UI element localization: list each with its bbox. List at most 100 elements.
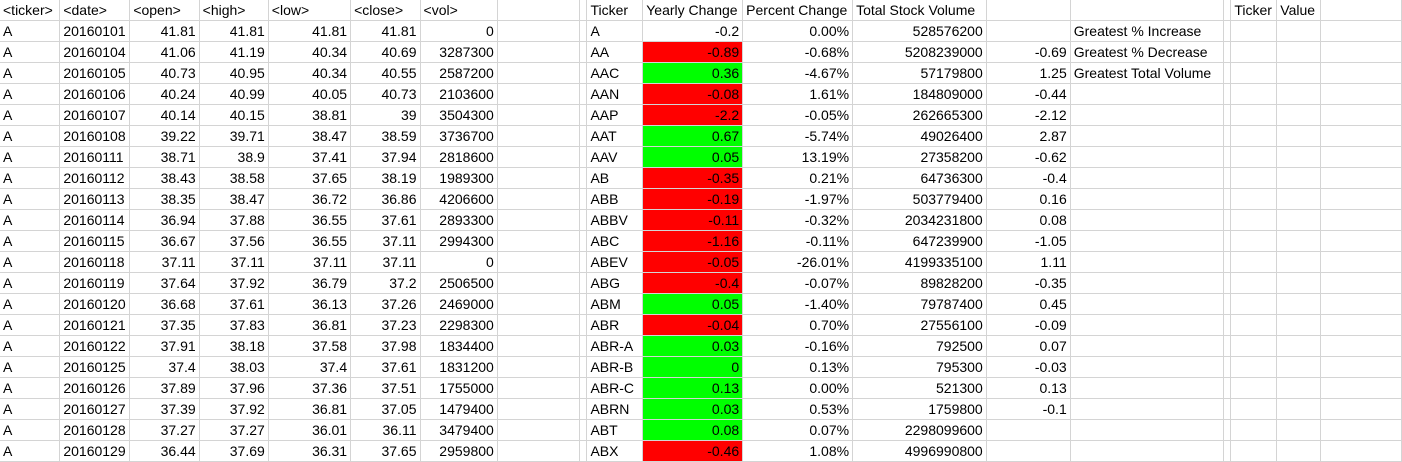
empty-cell[interactable]: [1223, 377, 1232, 399]
stock-cell[interactable]: 0: [420, 20, 498, 42]
total-volume-cell[interactable]: 5208239000: [852, 41, 987, 63]
empty-cell[interactable]: [1070, 293, 1225, 315]
empty-cell[interactable]: [1223, 335, 1232, 357]
empty-cell[interactable]: [1070, 125, 1225, 147]
stock-cell[interactable]: 20160105: [59, 62, 131, 84]
empty-cell[interactable]: [1320, 251, 1402, 273]
stock-cell[interactable]: 0: [420, 251, 498, 273]
stock-cell[interactable]: 2103600: [420, 83, 498, 105]
total-volume-cell[interactable]: 262665300: [852, 104, 987, 126]
empty-cell[interactable]: [1230, 209, 1278, 231]
header-cell[interactable]: <close>: [350, 0, 421, 21]
stock-cell[interactable]: A: [0, 104, 61, 126]
empty-cell[interactable]: [1070, 440, 1225, 462]
stock-cell[interactable]: 37.94: [350, 146, 421, 168]
empty-cell[interactable]: [1230, 230, 1278, 252]
stock-cell[interactable]: 40.55: [350, 62, 421, 84]
empty-cell[interactable]: [1230, 83, 1278, 105]
empty-cell[interactable]: [1276, 209, 1322, 231]
stock-cell[interactable]: 36.86: [350, 188, 421, 210]
percent-change-cell[interactable]: -0.32%: [742, 209, 854, 231]
empty-cell[interactable]: [497, 356, 581, 378]
stock-cell[interactable]: 36.01: [268, 419, 352, 441]
stock-cell[interactable]: 37.69: [199, 440, 269, 462]
empty-cell[interactable]: [1230, 314, 1278, 336]
empty-cell[interactable]: [1070, 377, 1225, 399]
yearly-change-cell[interactable]: 0: [642, 356, 744, 378]
summary-ticker-cell[interactable]: ABG: [586, 272, 644, 294]
stock-cell[interactable]: 4206600: [420, 188, 498, 210]
empty-cell[interactable]: [1276, 377, 1322, 399]
empty-cell[interactable]: [1320, 209, 1402, 231]
empty-cell[interactable]: [1070, 398, 1225, 420]
empty-cell[interactable]: [1276, 104, 1322, 126]
empty-cell[interactable]: [1320, 230, 1402, 252]
empty-cell[interactable]: [1320, 335, 1402, 357]
empty-cell[interactable]: [1070, 230, 1225, 252]
stock-cell[interactable]: 37.61: [350, 209, 421, 231]
header-cell[interactable]: Ticker: [586, 0, 644, 21]
empty-cell[interactable]: [1320, 41, 1402, 63]
stock-cell[interactable]: 2506500: [420, 272, 498, 294]
stock-cell[interactable]: 36.81: [268, 314, 352, 336]
empty-cell[interactable]: [497, 62, 581, 84]
yearly-change-cell[interactable]: 0.05: [642, 293, 744, 315]
total-volume-cell[interactable]: 79787400: [852, 293, 987, 315]
stock-cell[interactable]: 38.47: [199, 188, 269, 210]
yearly-change-cell[interactable]: -0.11: [642, 209, 744, 231]
empty-cell[interactable]: [497, 20, 581, 42]
empty-cell[interactable]: [1223, 314, 1232, 336]
empty-cell[interactable]: [1276, 440, 1322, 462]
stock-cell[interactable]: 38.47: [268, 125, 352, 147]
stock-cell[interactable]: 40.99: [199, 83, 269, 105]
extra-value-cell[interactable]: -1.05: [986, 230, 1071, 252]
stock-cell[interactable]: 36.94: [129, 209, 200, 231]
stock-cell[interactable]: 38.9: [199, 146, 269, 168]
empty-cell[interactable]: [1230, 62, 1278, 84]
empty-cell[interactable]: [579, 377, 588, 399]
empty-cell[interactable]: [579, 167, 588, 189]
stock-cell[interactable]: 20160121: [59, 314, 131, 336]
stock-cell[interactable]: 39.71: [199, 125, 269, 147]
empty-cell[interactable]: [579, 356, 588, 378]
empty-cell[interactable]: [579, 209, 588, 231]
stock-cell[interactable]: 38.58: [199, 167, 269, 189]
header-cell[interactable]: <low>: [268, 0, 352, 21]
header-cell[interactable]: [1070, 0, 1225, 21]
extra-value-cell[interactable]: 0.08: [986, 209, 1071, 231]
summary-ticker-cell[interactable]: AA: [586, 41, 644, 63]
empty-cell[interactable]: [1320, 377, 1402, 399]
empty-cell[interactable]: [579, 83, 588, 105]
yearly-change-cell[interactable]: -0.04: [642, 314, 744, 336]
empty-cell[interactable]: [1223, 230, 1232, 252]
empty-cell[interactable]: [579, 41, 588, 63]
empty-cell[interactable]: [1223, 146, 1232, 168]
stock-cell[interactable]: 37.88: [199, 209, 269, 231]
empty-cell[interactable]: [1230, 335, 1278, 357]
empty-cell[interactable]: [1230, 251, 1278, 273]
header-cell[interactable]: Ticker: [1230, 0, 1278, 21]
percent-change-cell[interactable]: -5.74%: [742, 125, 854, 147]
empty-cell[interactable]: [1320, 125, 1402, 147]
empty-cell[interactable]: [497, 83, 581, 105]
percent-change-cell[interactable]: -1.40%: [742, 293, 854, 315]
empty-cell[interactable]: [1223, 251, 1232, 273]
summary-ticker-cell[interactable]: AB: [586, 167, 644, 189]
empty-cell[interactable]: [1230, 167, 1278, 189]
stock-cell[interactable]: 38.59: [350, 125, 421, 147]
empty-cell[interactable]: [497, 377, 581, 399]
empty-cell[interactable]: [1223, 167, 1232, 189]
empty-cell[interactable]: [1320, 272, 1402, 294]
stock-cell[interactable]: 37.26: [350, 293, 421, 315]
stock-cell[interactable]: 2818600: [420, 146, 498, 168]
header-cell[interactable]: <high>: [199, 0, 269, 21]
empty-cell[interactable]: [579, 251, 588, 273]
empty-cell[interactable]: [579, 62, 588, 84]
percent-change-cell[interactable]: -0.05%: [742, 104, 854, 126]
extra-value-cell[interactable]: -0.62: [986, 146, 1071, 168]
stock-cell[interactable]: A: [0, 356, 61, 378]
stock-cell[interactable]: A: [0, 188, 61, 210]
empty-cell[interactable]: [1230, 398, 1278, 420]
empty-cell[interactable]: [497, 335, 581, 357]
percent-change-cell[interactable]: 0.70%: [742, 314, 854, 336]
